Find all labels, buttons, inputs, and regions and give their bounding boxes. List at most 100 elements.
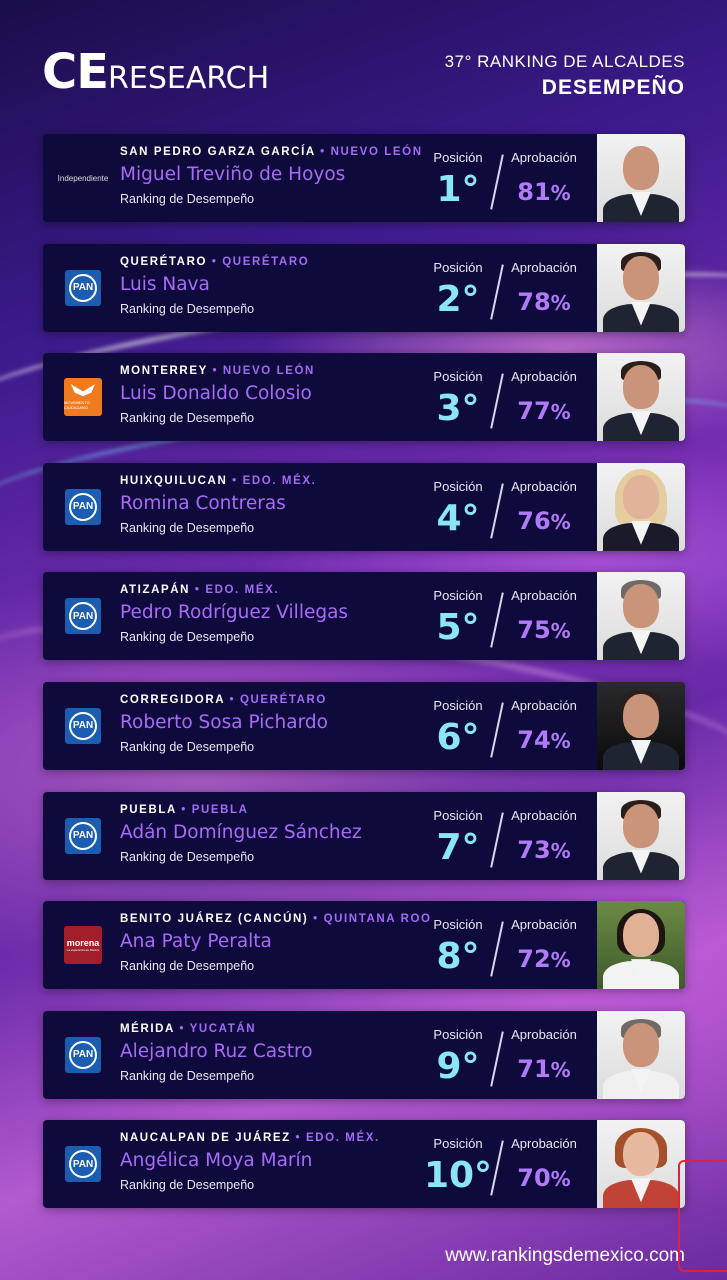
ranking-row: PAN MÉRIDA • YUCATÁN Alejandro Ruz Castro R… [43, 1010, 685, 1099]
separator-dot: • [229, 693, 236, 706]
position-label: Posición [433, 917, 483, 933]
location: NAUCALPAN DE JUÁREZ • EDO. MÉX. [120, 1132, 430, 1144]
approval-value: 75% [509, 612, 579, 649]
separator-dot: • [295, 1132, 302, 1145]
pan-logo-text: PAN [69, 1040, 97, 1069]
state-name: NUEVO LEÓN [222, 365, 315, 378]
position-label: Posición [433, 1026, 483, 1042]
approval-label: Aprobación [511, 697, 577, 713]
approval-label: Aprobación [511, 1026, 577, 1042]
mayor-info: NAUCALPAN DE JUÁREZ • EDO. MÉX. Angélica … [120, 1132, 430, 1192]
approval-number: 78 [517, 287, 551, 316]
location: PUEBLA • PUEBLA [120, 804, 430, 816]
state-name: QUINTANA ROO [323, 913, 432, 926]
mayor-info: CORREGIDORA • QUERÉTARO Roberto Sosa Pich… [120, 694, 430, 754]
ranking-row: PAN HUIXQUILUCAN • EDO. MÉX. Romina Contre… [43, 462, 685, 551]
approval-value: 78% [509, 284, 579, 321]
mayor-photo [597, 462, 685, 551]
separator-dot: • [194, 584, 201, 597]
pan-logo-icon: PAN [65, 1036, 101, 1073]
location: MONTERREY • NUEVO LEÓN [120, 365, 430, 377]
city-name: CORREGIDORA [120, 693, 225, 706]
mayor-name: Luis Nava [120, 273, 210, 295]
pan-logo-icon: PAN [65, 598, 101, 635]
approval-value: 73% [509, 832, 579, 869]
ranking-label: Ranking de Desempeño [120, 959, 255, 974]
pan-logo-icon: PAN [65, 707, 101, 744]
ranking-row: MOVIMIENTO CIUDADANO MONTERREY • NUEVO LE… [43, 353, 685, 442]
party-logo: PAN [51, 1120, 115, 1208]
position-value: 4° [436, 497, 480, 539]
approval-label: Aprobación [511, 1136, 577, 1152]
approval-number: 73 [517, 835, 551, 864]
state-name: EDO. MÉX. [242, 474, 317, 487]
party-logo: MOVIMIENTO CIUDADANO [51, 353, 115, 441]
mayor-photo [597, 353, 685, 442]
photo-face [623, 1022, 659, 1067]
position-value: 3° [436, 388, 480, 430]
percent-sign: % [550, 838, 571, 863]
position-label: Posición [433, 697, 483, 713]
mayor-photo [597, 1120, 685, 1209]
location: ATIZAPÁN • EDO. MÉX. [120, 584, 430, 596]
separator-dot: • [232, 474, 238, 487]
morena-logo-text: morena [66, 938, 100, 949]
percent-sign: % [550, 1167, 571, 1192]
approval-value: 76% [509, 503, 579, 540]
morena-logo-icon: morena La esperanza de México [64, 926, 102, 965]
approval-number: 74 [517, 725, 551, 754]
photo-face [623, 803, 659, 848]
state-name: QUERÉTARO [239, 693, 327, 706]
city-name: NAUCALPAN DE JUÁREZ [120, 1132, 291, 1145]
city-name: MONTERREY [120, 365, 208, 378]
ranking-label: Ranking de Desempeño [120, 739, 255, 754]
approval-label: Aprobación [511, 478, 577, 494]
approval-value: 81% [509, 174, 579, 211]
header: CERESEARCH 37° RANKING DE ALCALDES DESEM… [0, 0, 727, 120]
position-label: Posición [433, 588, 483, 604]
independent-label: Independiente [57, 173, 109, 183]
position-value: 2° [436, 278, 480, 320]
mayor-name: Alejandro Ruz Castro [120, 1040, 313, 1062]
percent-sign: % [550, 181, 571, 205]
approval-number: 76 [517, 506, 551, 535]
location: QUERÉTARO • QUERÉTARO [120, 256, 430, 268]
pan-logo-icon: PAN [65, 269, 101, 306]
percent-sign: % [550, 509, 571, 534]
pan-logo-text: PAN [69, 711, 97, 740]
approval-value: 70% [509, 1160, 579, 1197]
location: MÉRIDA • YUCATÁN [120, 1023, 430, 1035]
mayor-info: MÉRIDA • YUCATÁN Alejandro Ruz Castro Rank… [120, 1023, 430, 1083]
percent-sign: % [550, 619, 571, 644]
approval-label: Aprobación [511, 150, 577, 165]
mc-logo-text: MOVIMIENTO CIUDADANO [64, 400, 90, 411]
mayor-info: ATIZAPÁN • EDO. MÉX. Pedro Rodríguez Vill… [120, 584, 430, 644]
approval-label: Aprobación [511, 369, 577, 385]
footer-url[interactable]: www.rankingsdemexico.com [445, 1245, 685, 1266]
percent-sign: % [550, 290, 571, 315]
photo-face [623, 255, 659, 300]
pan-logo-text: PAN [69, 273, 97, 302]
pan-logo-text: PAN [69, 821, 97, 850]
approval-number: 70 [517, 1164, 551, 1193]
pan-logo-icon: PAN [65, 1146, 101, 1183]
mayor-info: MONTERREY • NUEVO LEÓN Luis Donaldo Colos… [120, 365, 430, 425]
approval-value: 72% [509, 941, 579, 978]
position-value: 7° [436, 826, 480, 868]
state-name: NUEVO LEÓN [330, 146, 423, 158]
mayor-name: Luis Donaldo Colosio [120, 383, 312, 405]
percent-sign: % [550, 400, 571, 425]
location: SAN PEDRO GARZA GARCÍA • NUEVO LEÓN [120, 146, 430, 158]
ranking-label: Ranking de Desempeño [120, 1178, 255, 1193]
city-name: SAN PEDRO GARZA GARCÍA [120, 146, 316, 158]
position-label: Posición [433, 150, 483, 165]
photo-face [623, 693, 659, 738]
percent-sign: % [550, 948, 571, 973]
pan-logo-text: PAN [69, 1150, 97, 1179]
party-logo: PAN [51, 682, 115, 770]
ranking-row: PAN CORREGIDORA • QUERÉTARO Roberto Sosa P… [43, 681, 685, 770]
pan-logo-icon: PAN [65, 488, 101, 525]
ranking-label: Ranking de Desempeño [120, 301, 255, 316]
party-logo: PAN [51, 792, 115, 880]
pan-logo-text: PAN [69, 602, 97, 631]
